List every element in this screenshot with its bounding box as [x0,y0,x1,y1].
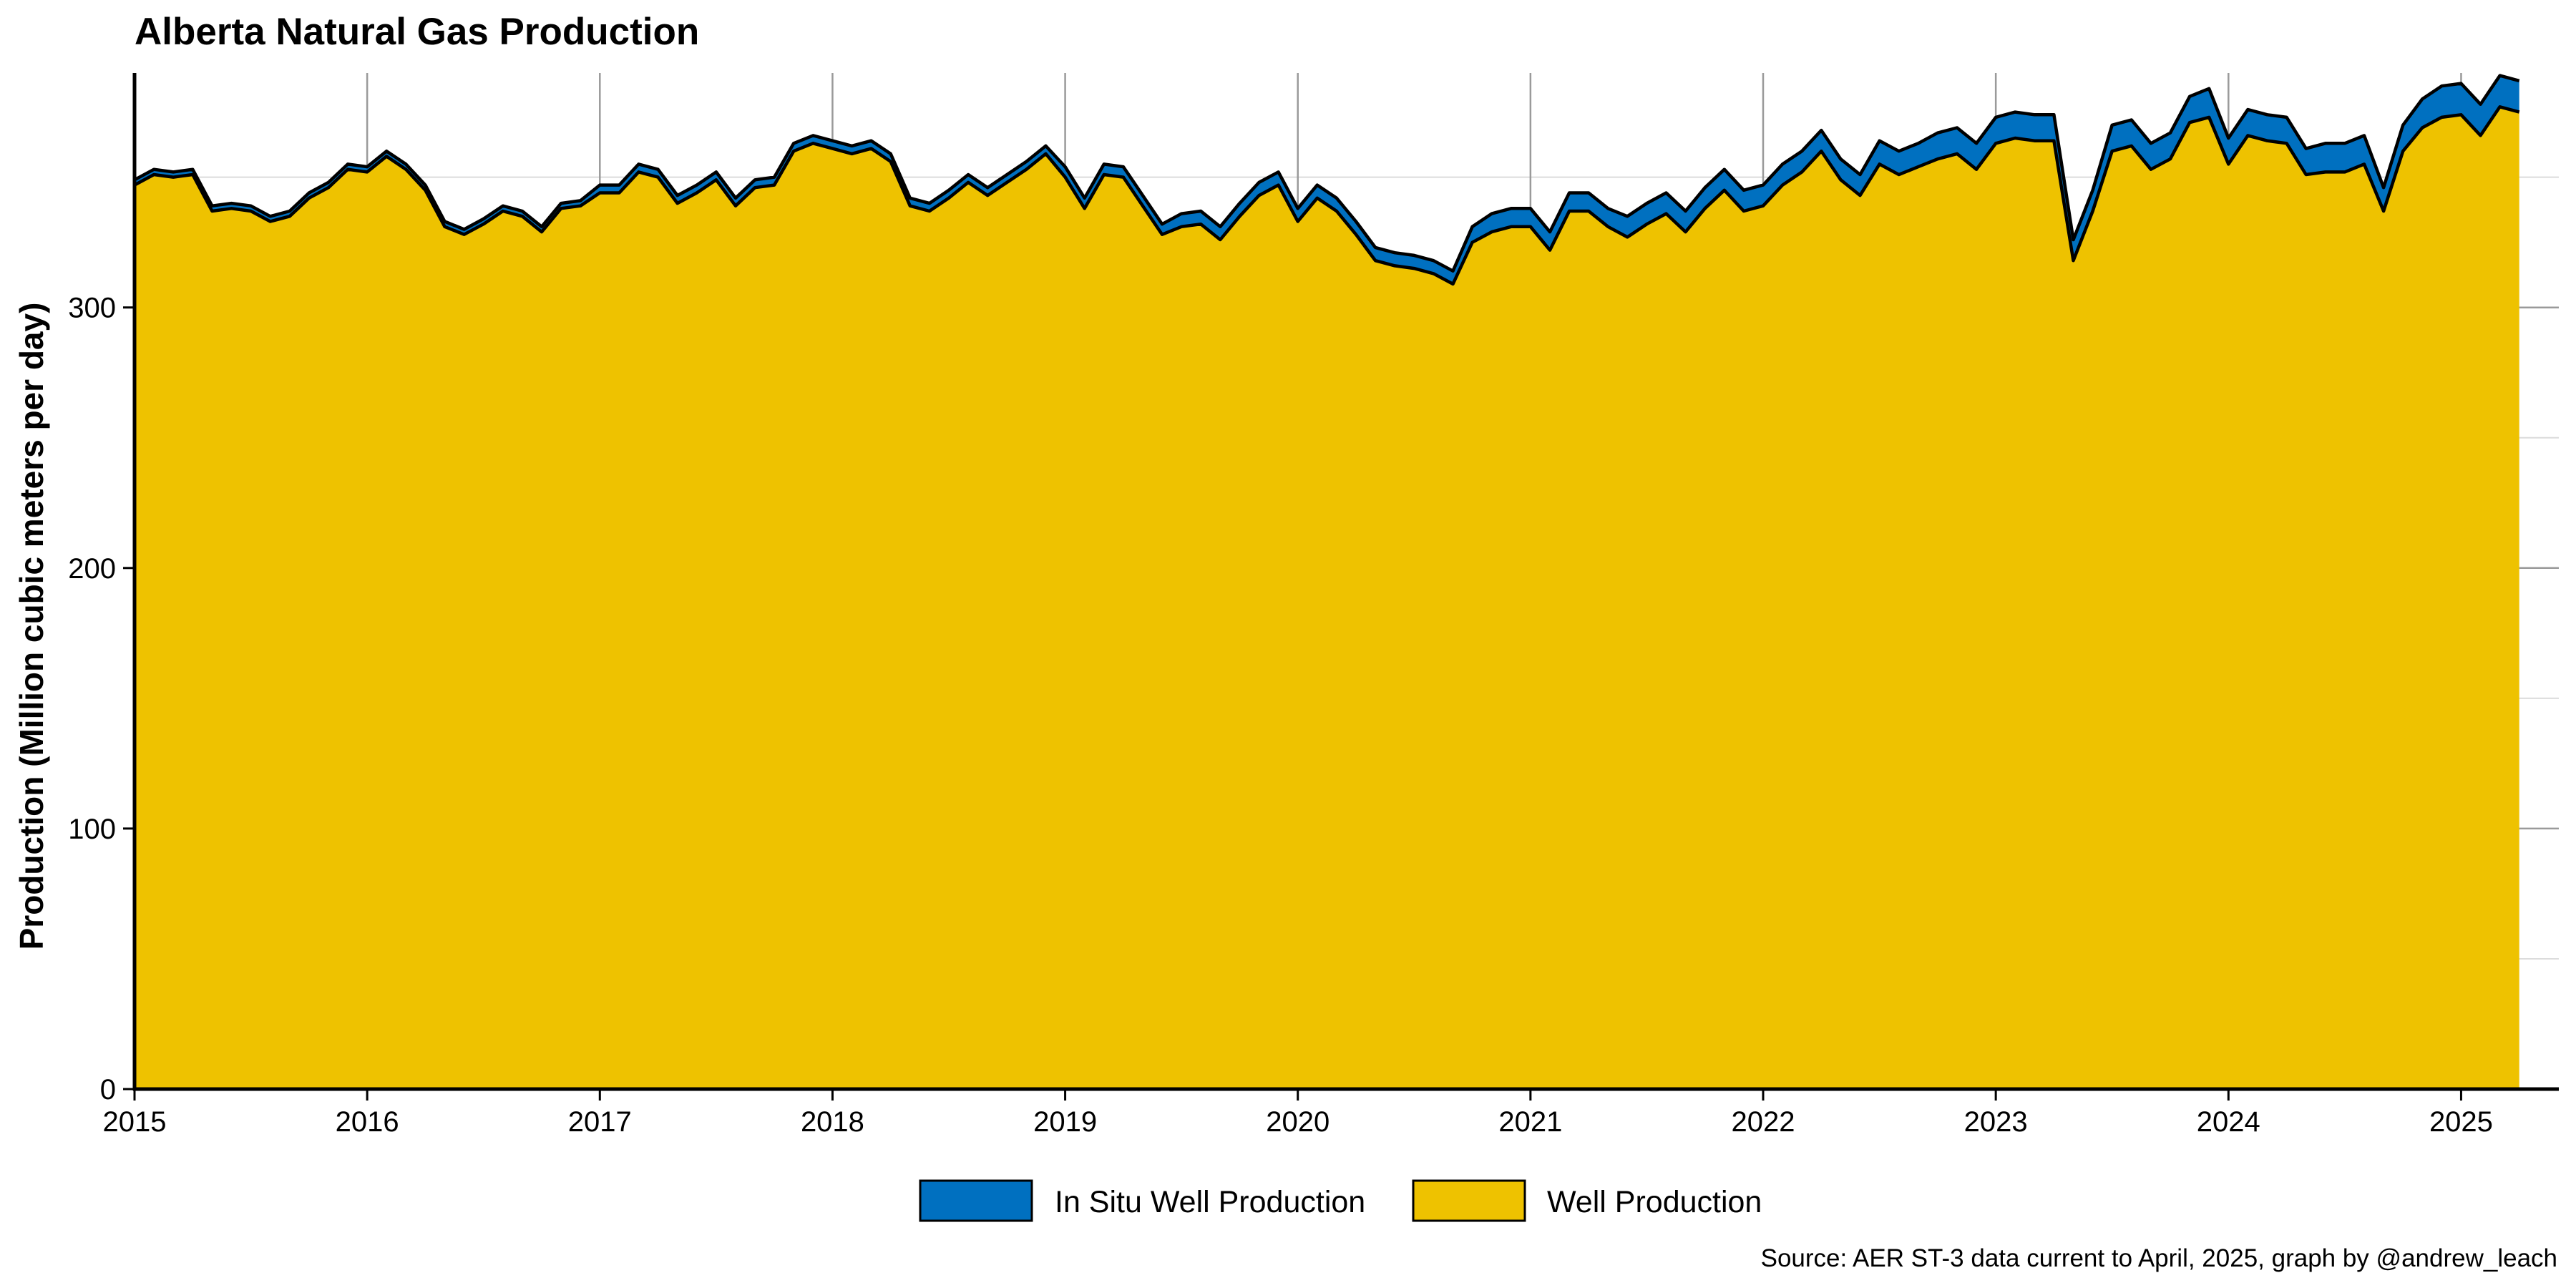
x-tick-label: 2024 [2197,1106,2260,1138]
plot-area [133,74,2520,1089]
series-area-well [135,107,2519,1089]
y-tick-label: 100 [68,814,116,845]
x-tick-label: 2025 [2429,1106,2493,1138]
source-caption: Source: AER ST-3 data current to April, … [1761,1244,2557,1272]
legend: In Situ Well Production Well Production [919,1179,1762,1222]
legend-label-well: Well Production [1547,1185,1762,1219]
legend-label-in-situ: In Situ Well Production [1055,1185,1365,1219]
x-tick-label: 2020 [1266,1106,1330,1138]
y-tick-label: 200 [68,553,116,585]
x-tick-label: 2016 [336,1106,399,1138]
x-tick-label: 2022 [1732,1106,1795,1138]
x-tick-label: 2015 [103,1106,167,1138]
x-tick-label: 2017 [568,1106,632,1138]
series-line-well-top [133,105,2520,286]
y-tick-label: 300 [68,293,116,324]
x-tick-label: 2023 [1964,1106,2028,1138]
legend-swatch-well [1412,1179,1526,1222]
legend-swatch-in-situ [919,1179,1033,1222]
x-tick-label: 2021 [1498,1106,1562,1138]
x-tick-label: 2018 [801,1106,864,1138]
y-tick-label: 0 [100,1074,116,1106]
x-tick-label: 2019 [1033,1106,1097,1138]
series-line-in-situ-top [133,74,2520,273]
y-axis-label: Production (Million cubic meters per day… [13,303,50,950]
chart-title: Alberta Natural Gas Production [135,11,699,53]
axes: 0 100 200 300 2015 2016 2017 2018 2019 2020 2021 20… [68,73,2559,1138]
